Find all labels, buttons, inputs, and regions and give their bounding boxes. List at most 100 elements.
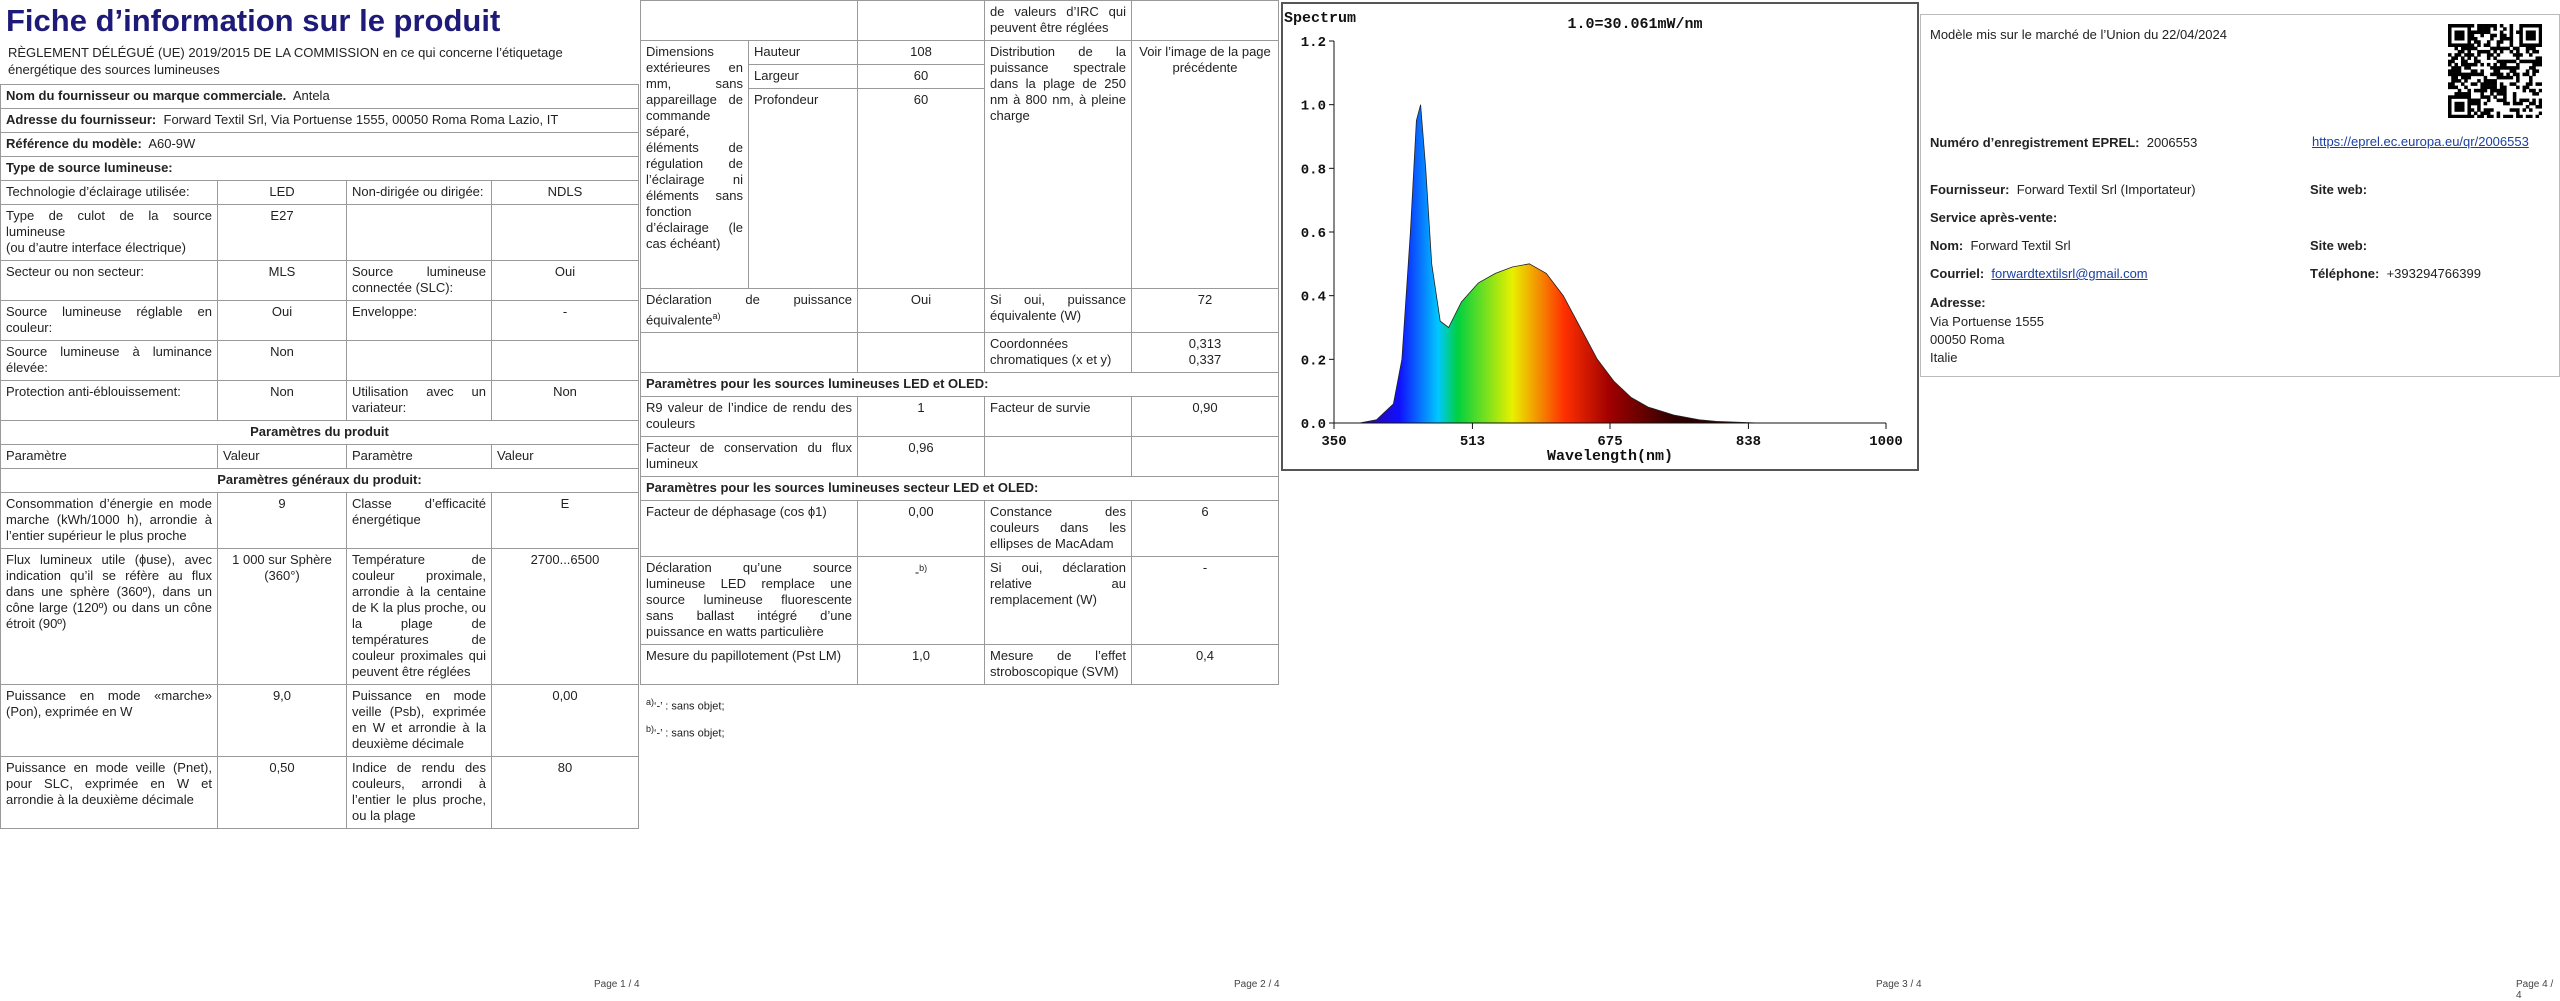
qr-module xyxy=(2460,46,2465,51)
cell: Classe d’efficacité énergétique xyxy=(346,492,492,549)
eprel-link[interactable]: https://eprel.ec.europa.eu/qr/2006553 xyxy=(2312,134,2529,149)
qr-module xyxy=(2496,88,2501,93)
qr-module xyxy=(2486,98,2491,103)
qr-module xyxy=(2457,36,2462,41)
qr-module xyxy=(2538,88,2542,93)
qr-module xyxy=(2538,82,2542,86)
qr-module xyxy=(2516,30,2520,35)
qr-module xyxy=(2470,108,2475,112)
qr-module xyxy=(2506,66,2510,70)
cell: Valeur xyxy=(491,444,639,469)
qr-module xyxy=(2499,49,2504,54)
qr-module xyxy=(2519,114,2523,118)
qr-module xyxy=(2486,43,2491,47)
spectrum-area xyxy=(1334,104,1886,424)
qr-module xyxy=(2529,36,2533,41)
row: Type de culot de la source lumineuse (ou… xyxy=(0,204,639,261)
qr-module xyxy=(2454,92,2459,96)
qr-module xyxy=(2480,114,2484,118)
y-tick-label: 1.0 xyxy=(1301,99,1326,115)
qr-module xyxy=(2493,49,2497,54)
qr-module xyxy=(2503,92,2507,96)
cell: -b) xyxy=(857,556,985,646)
qr-module xyxy=(2496,111,2501,116)
qr-module xyxy=(2486,95,2491,99)
qr-module xyxy=(2512,66,2517,70)
qr-module xyxy=(2538,40,2542,44)
footnotes: a)‘-’ : sans objet; b)‘-’ : sans objet; xyxy=(640,685,1280,750)
cell: Technologie d’éclairage utilisée: xyxy=(0,180,218,205)
supplier: Fournisseur: Forward Textil Srl (Importa… xyxy=(1930,182,2196,198)
qr-module xyxy=(2519,24,2523,28)
qr-module xyxy=(2519,40,2523,44)
qr-module xyxy=(2496,69,2501,73)
qr-module xyxy=(2499,88,2504,93)
qr-module xyxy=(2503,95,2507,99)
qr-module xyxy=(2519,30,2523,35)
qr-module xyxy=(2493,72,2497,77)
qr-module xyxy=(2519,101,2523,106)
qr-module xyxy=(2451,82,2455,86)
qr-module xyxy=(2477,114,2481,118)
qr-module xyxy=(2490,53,2494,57)
qr-module xyxy=(2516,46,2520,51)
cell: Profondeur xyxy=(748,88,858,289)
qr-module xyxy=(2470,69,2475,73)
cell: Type de culot de la source lumineuse (ou… xyxy=(0,204,218,261)
info-label: Référence du modèle: xyxy=(6,136,142,151)
y-tick-label: 0.2 xyxy=(1301,353,1326,369)
qr-module xyxy=(2519,33,2523,38)
qr-module xyxy=(2473,101,2478,106)
qr-module xyxy=(2529,108,2533,112)
qr-module xyxy=(2483,108,2488,112)
cell: 2700...6500 xyxy=(491,548,639,685)
qr-module xyxy=(2480,95,2484,99)
qr-module xyxy=(2448,95,2452,99)
qr-module xyxy=(2532,49,2536,54)
cell: Déclaration de puissance équivalentea) xyxy=(640,287,858,334)
qr-module xyxy=(2457,88,2462,93)
cell: Paramètre xyxy=(0,444,218,469)
qr-module xyxy=(2483,75,2488,80)
dimension-row: Dimensions extérieures en mm, sans appar… xyxy=(640,40,1279,289)
qr-module xyxy=(2470,62,2475,67)
qr-module xyxy=(2535,59,2540,64)
cell: Puissance en mode veille (Pnet), pour SL… xyxy=(0,756,218,829)
qr-module xyxy=(2448,27,2452,31)
cell: Paramètres pour les sources lumineuses L… xyxy=(640,372,1279,398)
cell xyxy=(346,340,492,381)
qr-module xyxy=(2516,72,2520,77)
qr-module xyxy=(2448,85,2452,90)
qr-module xyxy=(2516,56,2520,60)
qr-module xyxy=(2522,108,2527,112)
qr-module xyxy=(2464,59,2468,64)
eprel: Numéro d’enregistrement EPREL: 2006553 xyxy=(1930,135,2197,151)
qr-module xyxy=(2509,114,2514,118)
qr-module xyxy=(2499,66,2504,70)
label: Nom: xyxy=(1930,238,1964,253)
qr-module xyxy=(2457,101,2462,106)
cell: 0,50 xyxy=(217,756,347,829)
qr-module xyxy=(2464,43,2468,47)
qr-module xyxy=(2499,98,2504,103)
qr-module xyxy=(2457,79,2462,83)
qr-module xyxy=(2470,43,2475,47)
qr-module xyxy=(2477,72,2481,77)
row: Déclaration qu’une source lumineuse LED … xyxy=(640,556,1279,646)
qr-module xyxy=(2509,33,2514,38)
qr-module xyxy=(2483,49,2488,54)
qr-module xyxy=(2509,36,2514,41)
cell: Hauteur xyxy=(748,40,858,65)
email-link[interactable]: forwardtextilsrl@gmail.com xyxy=(1991,266,2148,281)
qr-module xyxy=(2451,75,2455,80)
qr-module xyxy=(2486,111,2491,116)
cell: Oui xyxy=(217,300,347,341)
qr-module xyxy=(2483,85,2488,90)
y-tick-label: 0.4 xyxy=(1301,290,1326,306)
cell: NDLS xyxy=(491,180,639,205)
qr-module xyxy=(2483,43,2488,47)
qr-module xyxy=(2451,95,2455,99)
qr-module xyxy=(2460,101,2465,106)
value: 2006553 xyxy=(2146,135,2198,150)
